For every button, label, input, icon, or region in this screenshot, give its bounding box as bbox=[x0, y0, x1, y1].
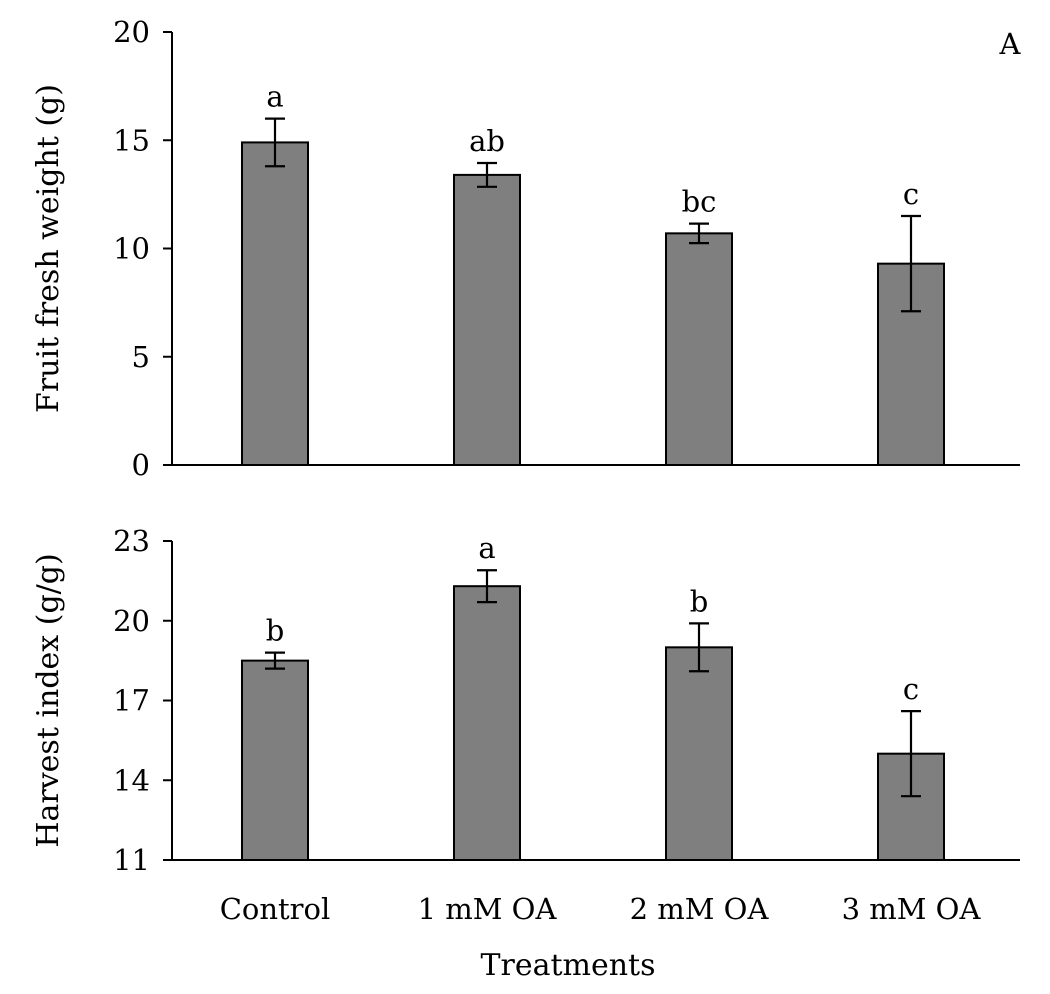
x-tick-label: 1 mM OA bbox=[418, 892, 558, 926]
y-tick-label: 5 bbox=[132, 340, 150, 374]
y-tick-label: 20 bbox=[113, 15, 150, 49]
bar bbox=[665, 646, 733, 861]
bar bbox=[665, 232, 733, 466]
significance-letter: c bbox=[903, 177, 919, 211]
y-tick-label: 20 bbox=[113, 604, 150, 638]
significance-letter: a bbox=[478, 531, 495, 565]
significance-letter: c bbox=[903, 672, 919, 706]
significance-letter: ab bbox=[469, 124, 505, 158]
bar bbox=[877, 262, 945, 466]
significance-letter: a bbox=[266, 80, 283, 114]
y-tick-label: 23 bbox=[113, 524, 150, 558]
y-axis-title: Harvest index (g/g) bbox=[31, 553, 66, 847]
y-axis-title: Fruit fresh weight (g) bbox=[31, 84, 66, 413]
significance-letter: b bbox=[266, 614, 285, 648]
panel-letter: A bbox=[999, 27, 1022, 61]
y-tick-label: 10 bbox=[113, 232, 150, 266]
x-tick-label: 2 mM OA bbox=[630, 892, 770, 926]
x-axis-title: Treatments bbox=[480, 948, 655, 983]
y-tick-label: 15 bbox=[113, 123, 150, 157]
bar bbox=[453, 173, 521, 466]
significance-letter: b bbox=[690, 584, 709, 618]
bar bbox=[453, 585, 521, 861]
chart-harvest-index: 11 14 17 20 23 Harvest index (g/g) b Control a 1 … bbox=[31, 524, 1020, 983]
y-tick-label: 0 bbox=[132, 448, 150, 482]
y-tick-label: 14 bbox=[113, 763, 150, 797]
x-tick-label: 3 mM OA bbox=[842, 892, 982, 926]
bar bbox=[241, 659, 309, 861]
x-tick-label: Control bbox=[220, 892, 331, 926]
significance-letter: bc bbox=[682, 185, 717, 219]
y-tick-label: 17 bbox=[113, 684, 150, 718]
bar bbox=[241, 141, 309, 466]
chart-fruit-fresh-weight: 0 5 10 15 20 Fruit fresh weight (g) a ab bc c A bbox=[31, 15, 1022, 482]
y-tick-label: 11 bbox=[113, 843, 150, 877]
